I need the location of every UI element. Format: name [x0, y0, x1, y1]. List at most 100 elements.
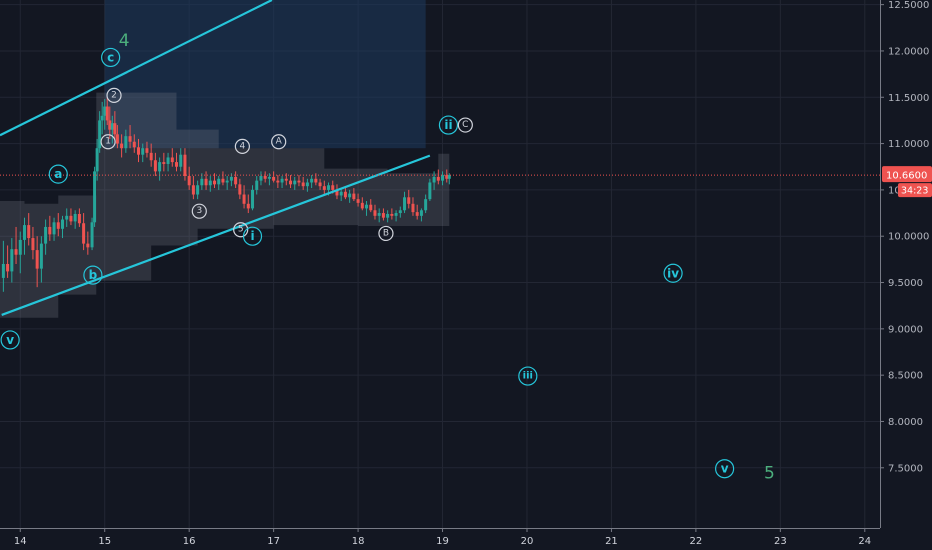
- candle-body: [318, 182, 322, 187]
- time-tick-label: 19: [436, 536, 449, 547]
- candle-body: [103, 106, 107, 116]
- candle-body: [432, 176, 436, 183]
- candle-body: [327, 185, 331, 190]
- wave-label[interactable]: 5: [233, 222, 249, 238]
- time-tick-label: 16: [183, 536, 196, 547]
- wave-circle: [0, 330, 20, 350]
- candle-body: [132, 141, 136, 148]
- trend-lines[interactable]: [0, 0, 431, 316]
- countdown-tag: [898, 183, 932, 198]
- price-tick-label: 7.5000: [888, 463, 923, 474]
- candle-body: [229, 176, 233, 181]
- wave-circle: [233, 222, 249, 238]
- price-tick-label: 11.0000: [888, 139, 929, 150]
- wave-label[interactable]: i: [242, 226, 263, 246]
- candle-body: [322, 186, 326, 190]
- candle-body: [175, 162, 179, 167]
- candle-body: [234, 176, 238, 185]
- wave-label[interactable]: 2: [106, 87, 122, 104]
- candle-body: [225, 180, 229, 183]
- wave-label[interactable]: 5: [764, 463, 775, 483]
- candle-body: [149, 152, 153, 161]
- candle-body: [339, 191, 343, 196]
- wave-label[interactable]: c: [101, 47, 121, 68]
- candle-body: [145, 148, 149, 153]
- trend-line-1[interactable]: [0, 0, 273, 137]
- price-tick-label: 12.0000: [888, 46, 929, 57]
- wave-label-text: i: [250, 229, 254, 243]
- candle-body: [447, 175, 451, 179]
- wave-circle: [106, 87, 122, 104]
- time-tick-label: 21: [605, 536, 618, 547]
- time-tick-label: 23: [774, 536, 787, 547]
- wave-label-text: 1: [105, 137, 111, 147]
- candle-body: [95, 148, 99, 172]
- wave-circle: [715, 459, 735, 479]
- trend-line-2[interactable]: [1, 154, 431, 316]
- wave-label[interactable]: iii: [518, 366, 538, 386]
- candle-body: [331, 185, 335, 190]
- price-tick-label: 9.0000: [888, 324, 923, 335]
- wave-label[interactable]: v: [715, 459, 735, 479]
- candle-body: [48, 226, 52, 235]
- price-band: [0, 92, 450, 318]
- candle-body: [90, 222, 94, 248]
- wave-label-text: C: [462, 120, 468, 130]
- candle-body: [110, 123, 114, 130]
- candle-body: [86, 243, 90, 248]
- candle-body: [35, 250, 39, 269]
- candle-body: [305, 182, 309, 187]
- wave-label[interactable]: v: [0, 330, 20, 350]
- wave-label-text: 4: [240, 141, 246, 151]
- wave-circle: [663, 263, 683, 283]
- candle-body: [365, 204, 369, 209]
- candle-body: [10, 249, 14, 272]
- candle-body: [407, 197, 411, 204]
- wave-circle: [234, 138, 250, 154]
- candle-body: [289, 180, 293, 185]
- wave-label[interactable]: A: [271, 134, 287, 150]
- candle-body: [1, 264, 5, 278]
- candle-body: [276, 180, 280, 183]
- wave-circle: [242, 226, 263, 246]
- candle-body: [436, 176, 440, 181]
- wave-circle: [83, 265, 103, 285]
- price-tick-label: 12.5000: [888, 0, 929, 11]
- price-axis[interactable]: 7.5000 8.0000 8.5000 9.0000 9.5000 10.0000 10.…: [880, 0, 932, 550]
- wave-label[interactable]: 4: [119, 31, 130, 51]
- wave-circle: [48, 164, 68, 184]
- candle-body: [251, 189, 255, 209]
- candle-body: [293, 180, 297, 185]
- wave-circle: [271, 134, 287, 150]
- candle-body: [73, 213, 77, 222]
- candle-body: [284, 178, 288, 181]
- time-axis[interactable]: 14 15 16 17 18 19 20 21 22 23 24: [0, 528, 932, 550]
- wave-label[interactable]: 1: [100, 134, 116, 150]
- candle-body: [441, 175, 445, 181]
- wave-label-text: iv: [667, 266, 679, 280]
- wave-label[interactable]: iv: [663, 263, 683, 283]
- wave-label[interactable]: 3: [191, 203, 207, 219]
- candle-body: [82, 223, 86, 244]
- candle-body: [221, 178, 225, 183]
- wave-circle: [378, 225, 394, 242]
- candle-body: [360, 202, 364, 209]
- time-axis-bg: [0, 528, 932, 550]
- wave-label[interactable]: a: [48, 164, 68, 184]
- candle-body: [77, 213, 81, 224]
- wave-label[interactable]: b: [83, 265, 103, 285]
- candle-body: [352, 193, 356, 200]
- candle-body: [141, 148, 145, 155]
- wave-label[interactable]: 4: [234, 138, 250, 154]
- candle-body: [196, 185, 200, 195]
- candle-body: [137, 147, 141, 155]
- wave-label[interactable]: B: [378, 225, 394, 242]
- candle-body: [105, 106, 109, 121]
- time-tick-label: 20: [521, 536, 534, 547]
- candle-body: [14, 249, 18, 255]
- wave-label[interactable]: ii: [438, 115, 459, 135]
- time-tick-label: 15: [98, 536, 111, 547]
- wave-label[interactable]: C: [457, 117, 473, 133]
